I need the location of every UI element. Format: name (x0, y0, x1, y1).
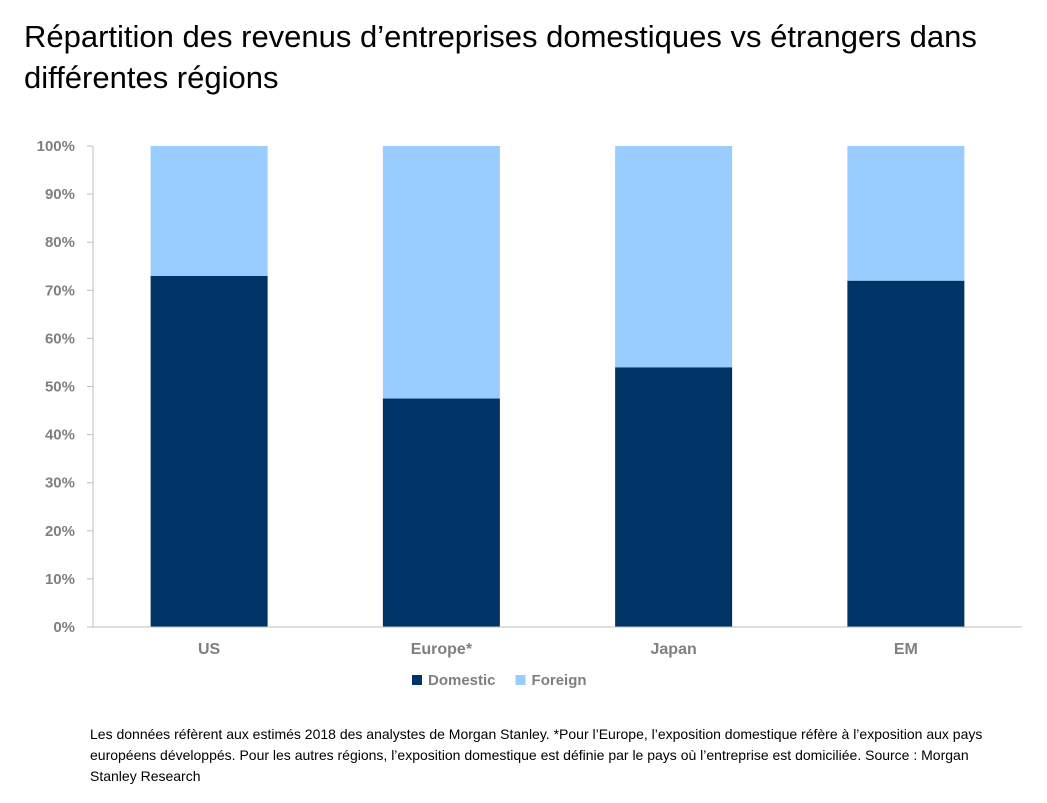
x-category-label: Europe* (411, 641, 473, 658)
y-tick-label: 80% (45, 234, 75, 251)
stacked-bar-chart: 0% 10% 20% 30% 40% 50% 60% 70% 80% 90% 100% US Euro… (37, 138, 1022, 689)
legend-swatch-foreign (515, 675, 526, 685)
y-tick-label: 100% (37, 138, 75, 155)
bars (150, 146, 965, 627)
bar-domestic-japan (615, 367, 733, 627)
y-tick-label: 50% (45, 379, 75, 396)
x-category-label: EM (894, 641, 918, 658)
y-tick-label: 20% (45, 523, 75, 540)
y-tick-label: 40% (45, 427, 75, 444)
y-tick-label: 30% (45, 475, 75, 492)
x-category-label: Japan (651, 641, 697, 658)
y-axis: 0% 10% 20% 30% 40% 50% 60% 70% 80% 90% 100% (37, 138, 94, 636)
legend-swatch-domestic (412, 675, 422, 685)
chart-title: Répartition des revenus d’entreprises do… (24, 19, 977, 95)
legend-label-foreign: Foreign (532, 672, 587, 689)
legend-label-domestic: Domestic (428, 672, 496, 689)
bar-foreign-em (847, 146, 965, 281)
bar-domestic-em (847, 280, 965, 627)
bar-foreign-europe (382, 146, 500, 399)
bar-domestic-europe (382, 398, 500, 627)
footnote: Les données réfèrent aux estimés 2018 de… (90, 726, 983, 784)
y-tick-label: 70% (45, 282, 75, 299)
bar-foreign-us (150, 146, 268, 276)
legend: Domestic Foreign (412, 672, 587, 689)
y-tick-label: 10% (45, 571, 75, 588)
x-axis: US Europe* Japan EM (93, 626, 1022, 658)
bar-foreign-japan (615, 146, 733, 368)
y-tick-label: 0% (53, 619, 75, 636)
y-tick-label: 90% (45, 186, 75, 203)
y-tick-label: 60% (45, 330, 75, 347)
bar-domestic-us (150, 275, 268, 627)
x-category-label: US (198, 641, 221, 658)
